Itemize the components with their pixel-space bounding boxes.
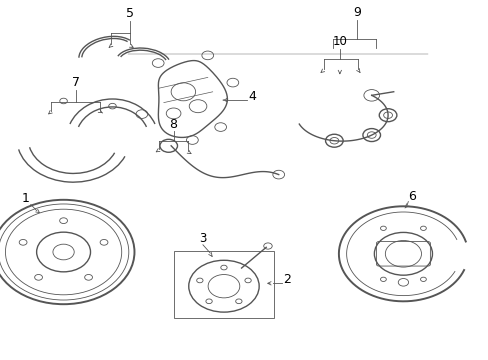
Text: 4: 4 [248,90,256,103]
Text: 1: 1 [21,192,29,205]
Text: 5: 5 [125,7,133,20]
Text: 8: 8 [169,118,177,131]
Text: 6: 6 [407,190,415,203]
Text: 9: 9 [352,6,360,19]
Text: 2: 2 [282,273,290,286]
Text: 3: 3 [199,232,206,245]
Text: 10: 10 [332,35,346,48]
Text: 7: 7 [72,76,80,89]
